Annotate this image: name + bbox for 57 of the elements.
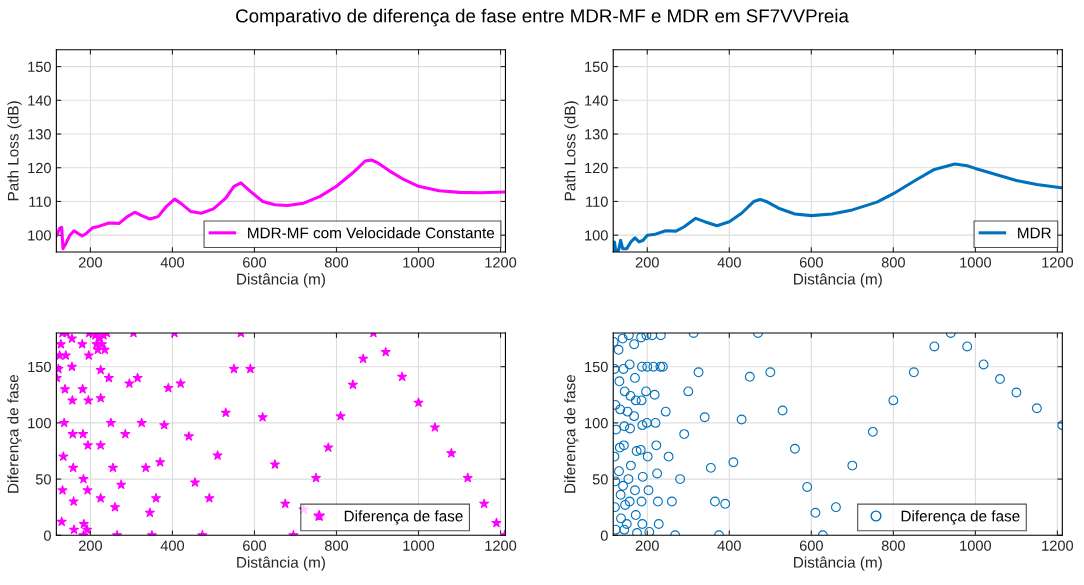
x-tick-label: 800 xyxy=(324,540,349,551)
y-tick-label: 150 xyxy=(585,361,608,373)
y-tick-label: 50 xyxy=(35,474,51,485)
y-tick-label: 130 xyxy=(28,129,51,140)
x-tick-label: 400 xyxy=(717,540,741,551)
x-tick-label: 1200 xyxy=(485,540,517,551)
x-tick-label: 600 xyxy=(799,540,823,551)
y-tick-label: 140 xyxy=(585,95,608,106)
y-tick-label: 0 xyxy=(600,530,608,541)
x-axis-title: Distância (m) xyxy=(237,273,325,288)
legend-label: MDR-MF com Velocidade Constante xyxy=(248,227,495,239)
y-tick-label: 150 xyxy=(585,61,608,73)
y-tick-label: 150 xyxy=(28,361,51,373)
y-tick-label: 100 xyxy=(585,230,608,241)
legend-label: Diferença de fase xyxy=(901,510,1020,525)
y-tick-label: 100 xyxy=(28,417,51,429)
legend-label: Diferença de fase xyxy=(344,510,463,525)
y-tick-label: 110 xyxy=(29,196,51,207)
x-axis-title: Distância (m) xyxy=(794,273,882,288)
x-tick-label: 600 xyxy=(243,257,267,268)
y-axis-title: Diferença de fase xyxy=(564,374,579,493)
y-tick-label: 100 xyxy=(585,417,608,429)
x-tick-label: 800 xyxy=(881,257,905,268)
y-tick-label: 140 xyxy=(28,95,51,106)
x-tick-label: 200 xyxy=(78,540,102,551)
x-tick-label: 1200 xyxy=(485,257,517,268)
x-tick-label: 800 xyxy=(324,257,349,268)
y-tick-label: 50 xyxy=(592,474,608,485)
y-tick-label: 150 xyxy=(28,61,51,73)
x-tick-label: 200 xyxy=(78,257,102,268)
y-tick-label: 120 xyxy=(585,162,608,174)
x-tick-label: 1000 xyxy=(403,257,435,268)
y-tick-label: 110 xyxy=(586,196,608,207)
y-axis-title: Path Loss (dB) xyxy=(564,101,579,201)
x-axis-title: Distância (m) xyxy=(794,556,882,571)
x-axis-title: Distância (m) xyxy=(237,556,325,571)
x-tick-label: 400 xyxy=(160,257,185,268)
x-tick-label: 800 xyxy=(881,540,905,551)
x-tick-label: 400 xyxy=(160,540,185,551)
x-tick-label: 1000 xyxy=(960,257,992,268)
y-tick-label: 130 xyxy=(585,129,608,140)
y-axis-title: Diferença de fase xyxy=(7,374,22,493)
x-tick-label: 1000 xyxy=(960,540,992,551)
x-tick-label: 1000 xyxy=(403,540,435,551)
y-tick-label: 120 xyxy=(28,162,51,174)
legend-label: MDR xyxy=(1018,227,1051,239)
y-axis-title: Path Loss (dB) xyxy=(7,101,22,201)
x-tick-label: 600 xyxy=(799,257,823,268)
x-tick-label: 1200 xyxy=(1042,540,1074,551)
y-tick-label: 100 xyxy=(28,230,51,241)
x-tick-label: 600 xyxy=(243,540,267,551)
chart-title: Comparativo de diferença de fase entre MDR-MF e MDR em SF7VVPreia xyxy=(236,8,849,27)
x-tick-label: 200 xyxy=(635,257,659,268)
y-tick-label: 0 xyxy=(43,530,51,541)
x-tick-label: 400 xyxy=(717,257,741,268)
x-tick-label: 200 xyxy=(635,540,659,551)
x-tick-label: 1200 xyxy=(1042,257,1074,268)
